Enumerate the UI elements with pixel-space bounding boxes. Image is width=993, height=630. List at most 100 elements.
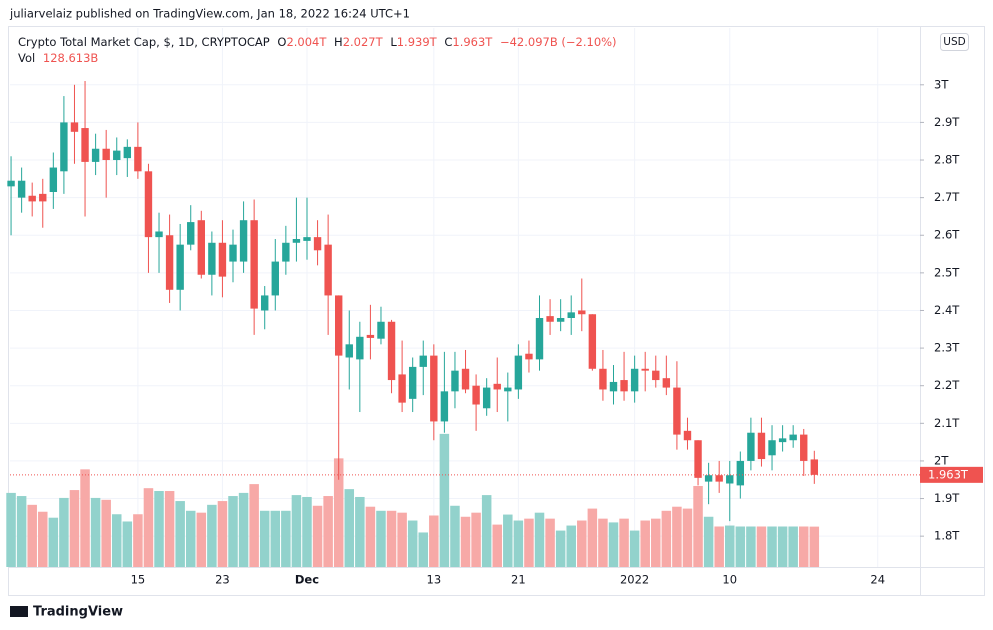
candle-body	[419, 355, 427, 367]
volume-label: Vol	[18, 51, 35, 65]
volume-bar	[746, 526, 756, 567]
candle-body	[683, 430, 692, 441]
volume-bar	[196, 512, 207, 567]
volume-bar	[80, 469, 90, 567]
candle-body	[694, 440, 702, 478]
candle-body	[789, 434, 797, 441]
candle-body	[652, 370, 660, 381]
candle-body	[261, 295, 269, 311]
volume-bar	[418, 532, 429, 567]
candle-body	[366, 334, 375, 338]
candle-body	[271, 261, 279, 296]
x-tick-label: 21	[511, 573, 526, 587]
volume-bar	[143, 488, 154, 567]
volume-bar	[481, 495, 492, 567]
ohlc-value: 2.004T	[286, 35, 327, 49]
volume-bar	[376, 510, 386, 567]
candle-body	[493, 383, 501, 390]
candle-body	[430, 355, 438, 422]
volume-bar	[661, 510, 672, 567]
x-tick-label: 2022	[620, 573, 649, 587]
y-tick-label: 2.1T	[934, 416, 960, 430]
volume-bar	[291, 495, 302, 567]
ohlc-label: C	[444, 35, 452, 49]
candle-body	[778, 438, 787, 443]
candle-body	[123, 146, 132, 159]
volume-bar	[101, 499, 111, 567]
volume-bar	[545, 518, 555, 567]
volume-bar	[777, 526, 788, 567]
candle-body	[556, 317, 565, 322]
x-tick-label: 24	[870, 573, 885, 587]
candle-body	[620, 380, 628, 392]
volume-bar	[651, 518, 661, 567]
volume-bar	[640, 520, 650, 567]
ohlc-label: L	[390, 35, 397, 49]
candle-body	[356, 336, 364, 360]
volume-bar	[735, 526, 746, 567]
footer-logo: TradingView	[33, 605, 123, 620]
volume-bar	[207, 504, 217, 567]
volume-bar	[577, 520, 587, 567]
y-tick-label: 2.6T	[934, 228, 960, 242]
candle-body	[800, 434, 808, 461]
candle-body	[102, 148, 110, 161]
volume-bar	[407, 520, 418, 567]
volume-bar	[6, 492, 16, 567]
candle-body	[726, 475, 734, 484]
ohlc-value: 1.963T	[452, 35, 493, 49]
candle-body	[747, 432, 755, 461]
candle-body	[144, 171, 153, 238]
legend: Crypto Total Market Cap, $, 1D, CRYPTOCA…	[18, 35, 617, 49]
volume-bar	[693, 485, 703, 567]
candle-body	[70, 122, 79, 132]
volume-bar	[344, 489, 355, 567]
candle-body	[609, 381, 618, 392]
volume-bar	[534, 512, 545, 567]
volume-bar	[133, 514, 143, 567]
candle-body	[461, 368, 470, 390]
volume-bar	[38, 511, 48, 567]
currency-button[interactable]	[940, 33, 969, 51]
candle-body	[17, 180, 26, 198]
candle-body	[588, 314, 597, 369]
x-tick-label: 10	[722, 573, 737, 587]
candle-body	[91, 148, 100, 162]
candle-body	[335, 295, 343, 356]
volume-bar	[672, 506, 682, 567]
volume-bar	[439, 433, 450, 567]
candle-body	[377, 321, 385, 339]
candle-body	[757, 432, 766, 460]
frame	[8, 26, 985, 596]
candle-body	[408, 366, 417, 399]
volume-bar	[16, 496, 27, 567]
candle-body	[208, 242, 216, 275]
y-tick-label: 2T	[934, 453, 949, 467]
volume-bar	[756, 526, 767, 567]
candle-body	[113, 150, 121, 161]
volume-bar	[460, 516, 471, 567]
y-tick-label: 2.2T	[934, 378, 960, 392]
currency-button-label[interactable]: USD	[943, 36, 965, 48]
ohlc-value: 2.027T	[343, 35, 384, 49]
candle-body	[641, 368, 649, 371]
volume-bar	[503, 514, 513, 567]
volume-bar	[333, 458, 344, 567]
change: −42.097B (−2.10%)	[500, 35, 617, 49]
volume-bar	[111, 514, 122, 567]
y-tick-label: 2.7T	[934, 190, 960, 204]
candle-body	[250, 220, 258, 309]
volume-bar	[281, 510, 291, 567]
y-tick-label: 1.8T	[934, 529, 960, 543]
volume-bar	[90, 497, 101, 567]
volume-bar	[164, 491, 175, 567]
volume-bar	[513, 520, 524, 567]
candle-body	[134, 146, 142, 172]
candle-body	[567, 312, 575, 318]
candle-body	[810, 459, 819, 475]
y-tick-label: 1.9T	[934, 491, 960, 505]
volume-bar	[175, 501, 185, 567]
last-price-label: 1.963T	[928, 467, 969, 481]
y-tick-label: 3T	[934, 77, 949, 91]
volume-bar	[703, 516, 714, 567]
